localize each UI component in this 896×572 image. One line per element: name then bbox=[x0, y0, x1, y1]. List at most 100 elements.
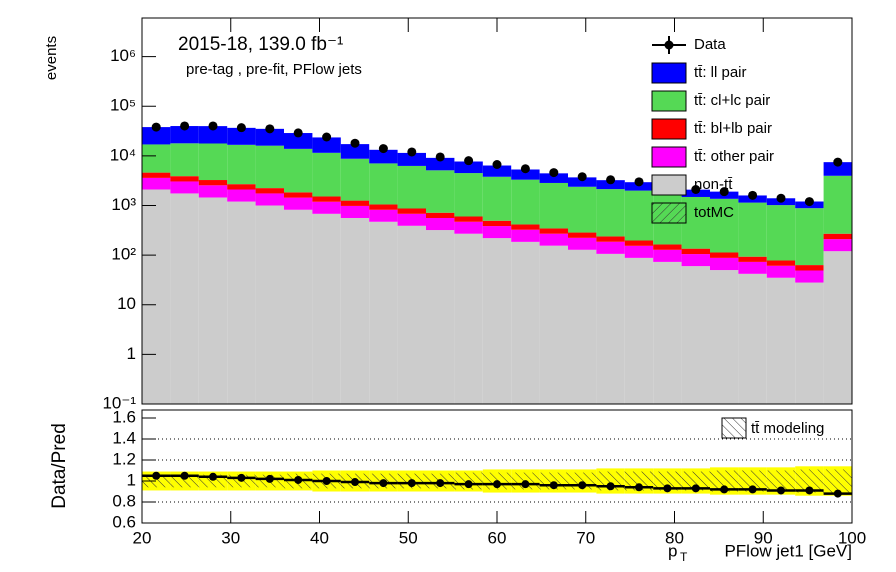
data-point bbox=[407, 147, 417, 157]
stack-bar bbox=[624, 257, 654, 404]
stack-bar bbox=[426, 170, 455, 213]
stack-bar bbox=[284, 209, 313, 404]
stack-bar bbox=[596, 180, 625, 190]
legend-label: tt̄: ll pair bbox=[694, 64, 747, 81]
ratio-point bbox=[578, 481, 587, 490]
ratio-point bbox=[691, 484, 700, 493]
stack-bar bbox=[568, 237, 597, 250]
legend-swatch-hatch bbox=[651, 202, 687, 224]
stack-bar bbox=[596, 189, 625, 237]
ratio-y-label: Data/Pred bbox=[49, 423, 70, 509]
stack-bar bbox=[454, 233, 483, 404]
stack-bar bbox=[596, 241, 625, 254]
modeling-band bbox=[681, 471, 710, 491]
stack-bar bbox=[766, 260, 796, 266]
stack-bar bbox=[142, 177, 171, 190]
data-point bbox=[180, 121, 190, 131]
x-tick-label: 60 bbox=[488, 528, 507, 547]
ratio-point bbox=[663, 484, 672, 493]
x-axis-label-rest: PFlow jet1 [GeV] bbox=[724, 541, 852, 560]
stack-bar bbox=[624, 245, 654, 258]
stack-bar bbox=[198, 180, 228, 186]
stack-bar bbox=[766, 277, 796, 404]
ratio-point bbox=[407, 479, 416, 488]
stack-bar bbox=[369, 163, 398, 205]
stack-bar bbox=[255, 205, 284, 404]
data-point bbox=[691, 185, 701, 195]
stack-bar bbox=[170, 143, 199, 177]
stack-bar bbox=[823, 251, 852, 404]
ratio-point bbox=[549, 481, 558, 490]
stack-bar bbox=[653, 261, 682, 404]
stack-bar bbox=[454, 173, 483, 217]
stack-bar bbox=[227, 127, 256, 145]
modeling-band bbox=[795, 469, 824, 493]
subtitle: pre-tag , pre-fit, PFlow jets bbox=[186, 61, 362, 78]
stack-bar bbox=[397, 165, 426, 209]
data-point bbox=[151, 122, 161, 132]
stack-bar bbox=[823, 162, 852, 176]
stack-bar bbox=[142, 172, 171, 178]
stack-bar bbox=[511, 224, 540, 230]
ratio-point bbox=[777, 486, 785, 495]
stack-bar bbox=[454, 161, 483, 174]
data-point bbox=[378, 144, 388, 154]
data-point bbox=[435, 152, 445, 162]
stack-bar bbox=[539, 233, 568, 246]
ratio-point bbox=[209, 472, 217, 481]
stack-bar bbox=[681, 254, 710, 267]
stack-bar bbox=[170, 176, 199, 182]
legend-marker bbox=[664, 40, 674, 50]
legend-label: tt̄: bl+lb pair bbox=[694, 120, 772, 137]
modeling-band bbox=[710, 470, 739, 492]
stack-bar bbox=[823, 175, 852, 234]
stack-bar bbox=[397, 152, 426, 166]
stack-bar bbox=[482, 226, 512, 239]
x-tick-label: 20 bbox=[133, 528, 152, 547]
x-tick-label: 80 bbox=[665, 528, 684, 547]
data-point bbox=[719, 187, 729, 197]
data-point bbox=[634, 177, 644, 187]
ratio-point bbox=[748, 485, 757, 494]
stack-bar bbox=[454, 216, 483, 222]
stack-bar bbox=[142, 144, 171, 173]
stack-bar bbox=[426, 217, 455, 231]
stack-bar bbox=[369, 204, 398, 210]
x-tick-label: 100 bbox=[838, 528, 866, 547]
legend-swatch bbox=[651, 62, 687, 84]
stack-bar bbox=[511, 169, 540, 180]
stack-bar bbox=[795, 208, 824, 266]
y-tick-label: 1.2 bbox=[112, 449, 136, 468]
y-tick-label: 1.6 bbox=[112, 407, 136, 426]
ratio-point bbox=[635, 483, 643, 492]
stack-bar bbox=[624, 240, 654, 246]
stack-bar bbox=[284, 133, 313, 149]
stack-bar bbox=[568, 177, 597, 187]
y-axis-label: events bbox=[43, 36, 60, 80]
stack-bar bbox=[284, 197, 313, 210]
legend-label: tt̄: other pair bbox=[694, 148, 774, 165]
stack-bar bbox=[795, 282, 824, 404]
y-tick-label: 1.4 bbox=[112, 428, 136, 447]
stack-bar bbox=[653, 249, 682, 262]
stack-bar bbox=[766, 205, 796, 261]
stack-bar bbox=[568, 249, 597, 404]
legend-swatch bbox=[651, 90, 687, 112]
stack-bar bbox=[284, 148, 313, 193]
y-tick-label: 10⁵ bbox=[110, 96, 136, 115]
modeling-band bbox=[766, 470, 796, 492]
stack-bar bbox=[227, 189, 256, 202]
stack-bar bbox=[340, 144, 370, 159]
y-tick-label: 0.8 bbox=[112, 491, 136, 510]
data-point bbox=[464, 156, 474, 166]
legend-label: non-tt̄ bbox=[694, 176, 733, 193]
x-tick-label: 30 bbox=[221, 528, 240, 547]
data-point bbox=[322, 132, 332, 142]
stack-bar bbox=[482, 238, 512, 404]
ratio-point bbox=[833, 489, 842, 498]
x-tick-label: 50 bbox=[399, 528, 418, 547]
ratio-point bbox=[720, 485, 729, 494]
modeling-band bbox=[170, 474, 199, 488]
